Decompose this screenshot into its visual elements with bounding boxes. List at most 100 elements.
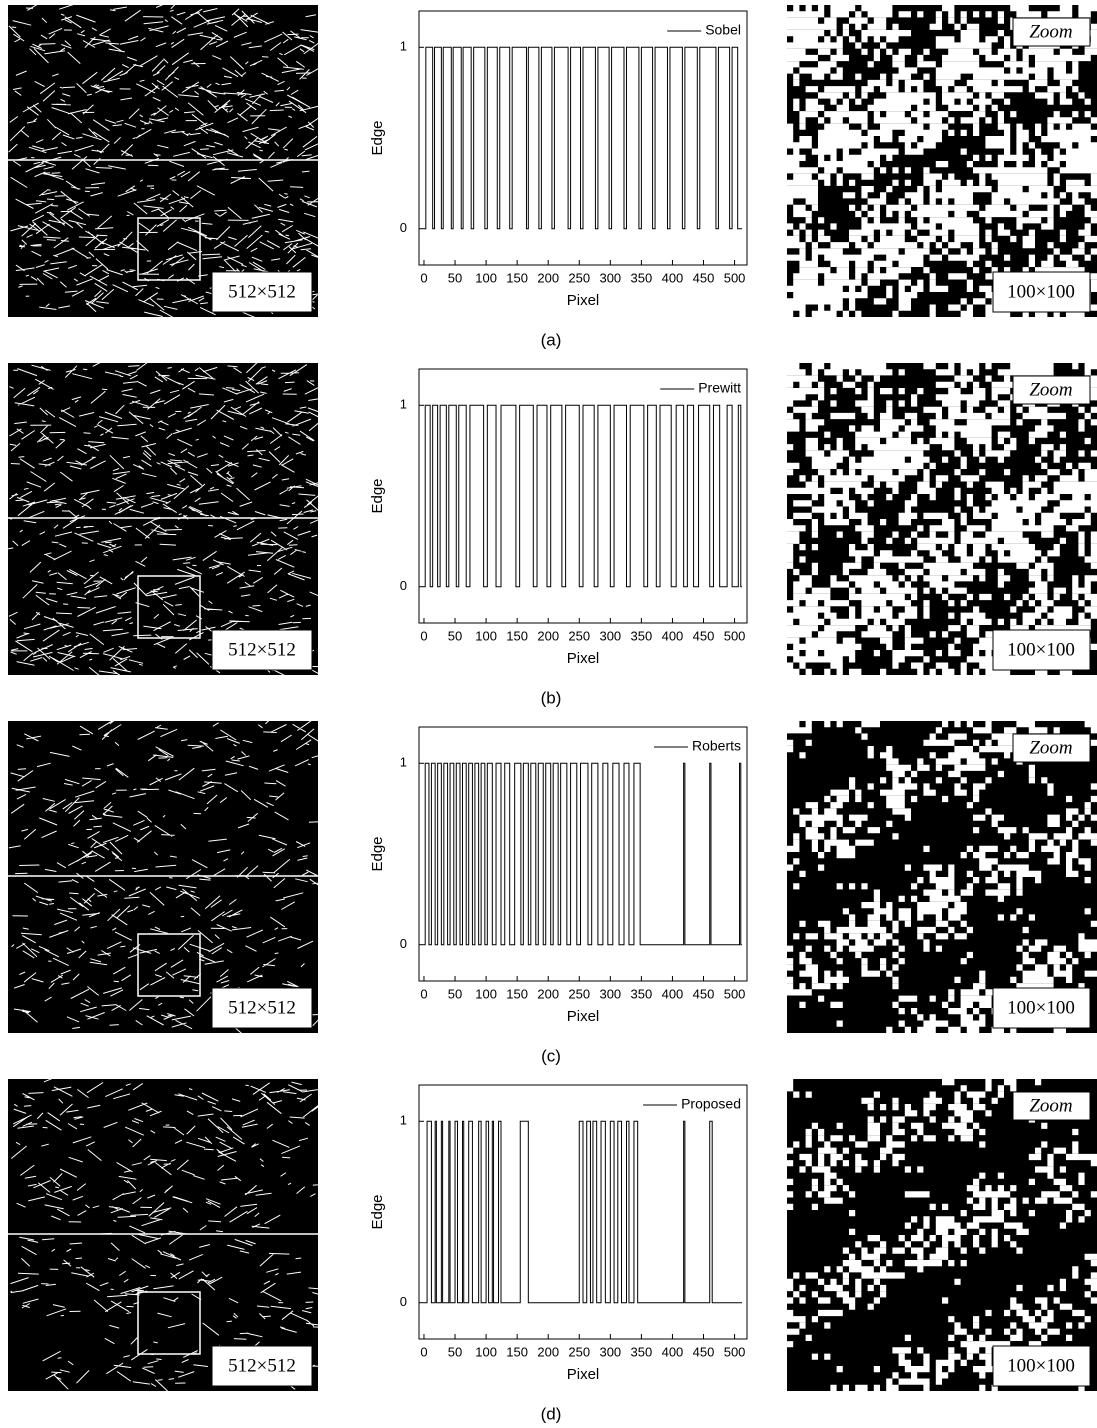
y-axis-label: Edge <box>369 836 386 871</box>
caption: (a) <box>541 330 562 349</box>
zoom-label: Zoom <box>1029 21 1072 42</box>
x-tick-label: 300 <box>599 1344 621 1359</box>
x-tick-label: 150 <box>506 270 528 285</box>
x-tick-label: 400 <box>662 628 684 643</box>
image-size-label: 512×512 <box>228 281 296 302</box>
image-background <box>8 5 318 317</box>
edge-image: 512×512 <box>8 1075 331 1394</box>
zoom-image: Zoom 100×100 <box>787 363 1097 675</box>
figure: 512×512 Zoom 100×100 (a) 512×512 Zoom 100×100 (… <box>0 0 1097 1428</box>
edge-image: 512×512 <box>8 360 332 680</box>
zoom-size-label: 100×100 <box>1007 281 1075 302</box>
x-tick-label: 500 <box>724 270 746 285</box>
legend-label: Roberts <box>692 738 741 754</box>
y-axis-label: Edge <box>369 1194 386 1229</box>
zoom-size-label: 100×100 <box>1007 639 1075 660</box>
x-tick-label: 450 <box>693 1344 715 1359</box>
x-tick-label: 50 <box>448 986 462 1001</box>
x-tick-label: 150 <box>506 1344 528 1359</box>
chart: 0 50 100 150 200 250 300 350 400 450 500 0 1 Pixel Edg… <box>369 11 747 309</box>
image-size-label: 512×512 <box>228 997 296 1018</box>
edge-image: 512×512 <box>8 712 333 1034</box>
x-tick-label: 50 <box>448 1344 462 1359</box>
x-tick-label: 500 <box>724 1344 746 1359</box>
y-tick-label: 1 <box>400 397 407 412</box>
legend-label: Prewitt <box>698 380 741 396</box>
x-tick-label: 300 <box>599 986 621 1001</box>
zoom-label: Zoom <box>1029 737 1072 758</box>
y-tick-label: 1 <box>400 1113 407 1128</box>
x-tick-label: 0 <box>420 628 427 643</box>
x-tick-label: 100 <box>475 270 497 285</box>
x-tick-label: 350 <box>631 628 653 643</box>
x-tick-label: 200 <box>537 1344 559 1359</box>
x-tick-label: 100 <box>475 1344 497 1359</box>
caption: (b) <box>541 688 562 707</box>
x-axis-label: Pixel <box>567 292 600 309</box>
image-background <box>8 363 318 675</box>
x-tick-label: 200 <box>537 628 559 643</box>
x-tick-label: 350 <box>631 270 653 285</box>
x-tick-label: 50 <box>448 628 462 643</box>
x-tick-label: 50 <box>448 270 462 285</box>
caption: (c) <box>541 1046 561 1065</box>
zoom-image: Zoom 100×100 <box>787 5 1097 317</box>
x-tick-label: 0 <box>420 986 427 1001</box>
image-size-label: 512×512 <box>228 1355 296 1376</box>
zoom-label: Zoom <box>1029 379 1072 400</box>
x-axis-label: Pixel <box>567 1008 600 1025</box>
zoom-image: Zoom 100×100 <box>787 721 1097 1033</box>
x-tick-label: 350 <box>631 1344 653 1359</box>
x-tick-label: 250 <box>568 986 590 1001</box>
edge-image: 512×512 <box>8 0 326 319</box>
y-axis-label: Edge <box>369 478 386 513</box>
edge-signal <box>424 763 742 944</box>
chart: 0 50 100 150 200 250 300 350 400 450 500 0 1 Pixel Edg… <box>369 727 747 1025</box>
caption: (d) <box>541 1404 562 1423</box>
x-tick-label: 400 <box>662 270 684 285</box>
x-tick-label: 450 <box>693 628 715 643</box>
x-tick-label: 400 <box>662 1344 684 1359</box>
x-tick-label: 150 <box>506 628 528 643</box>
x-tick-label: 100 <box>475 628 497 643</box>
legend-label: Sobel <box>705 22 741 38</box>
y-tick-label: 1 <box>400 39 407 54</box>
y-tick-label: 0 <box>400 578 407 593</box>
image-background <box>8 721 318 1033</box>
chart: 0 50 100 150 200 250 300 350 400 450 500 0 1 Pixel Edg… <box>369 369 747 667</box>
x-tick-label: 400 <box>662 986 684 1001</box>
edge-signal <box>424 47 742 228</box>
x-tick-label: 100 <box>475 986 497 1001</box>
zoom-label: Zoom <box>1029 1095 1072 1116</box>
x-axis-label: Pixel <box>567 1366 600 1383</box>
y-tick-label: 0 <box>400 936 407 951</box>
x-tick-label: 500 <box>724 628 746 643</box>
zoom-image: Zoom 100×100 <box>787 1079 1097 1391</box>
edge-signal <box>424 1121 742 1302</box>
y-axis-label: Edge <box>369 120 386 155</box>
x-tick-label: 350 <box>631 986 653 1001</box>
x-tick-label: 250 <box>568 270 590 285</box>
x-tick-label: 0 <box>420 1344 427 1359</box>
legend-label: Proposed <box>681 1096 741 1112</box>
zoom-size-label: 100×100 <box>1007 1355 1075 1376</box>
y-tick-label: 0 <box>400 1294 407 1309</box>
y-tick-label: 0 <box>400 220 407 235</box>
image-size-label: 512×512 <box>228 639 296 660</box>
x-tick-label: 150 <box>506 986 528 1001</box>
x-tick-label: 450 <box>693 270 715 285</box>
x-tick-label: 300 <box>599 628 621 643</box>
edge-signal <box>424 405 742 586</box>
y-tick-label: 1 <box>400 755 407 770</box>
x-axis-label: Pixel <box>567 650 600 667</box>
x-tick-label: 0 <box>420 270 427 285</box>
chart: 0 50 100 150 200 250 300 350 400 450 500 0 1 Pixel Edg… <box>369 1085 747 1383</box>
x-tick-label: 200 <box>537 986 559 1001</box>
x-tick-label: 300 <box>599 270 621 285</box>
x-tick-label: 500 <box>724 986 746 1001</box>
x-tick-label: 450 <box>693 986 715 1001</box>
zoom-size-label: 100×100 <box>1007 997 1075 1018</box>
x-tick-label: 250 <box>568 1344 590 1359</box>
x-tick-label: 250 <box>568 628 590 643</box>
x-tick-label: 200 <box>537 270 559 285</box>
